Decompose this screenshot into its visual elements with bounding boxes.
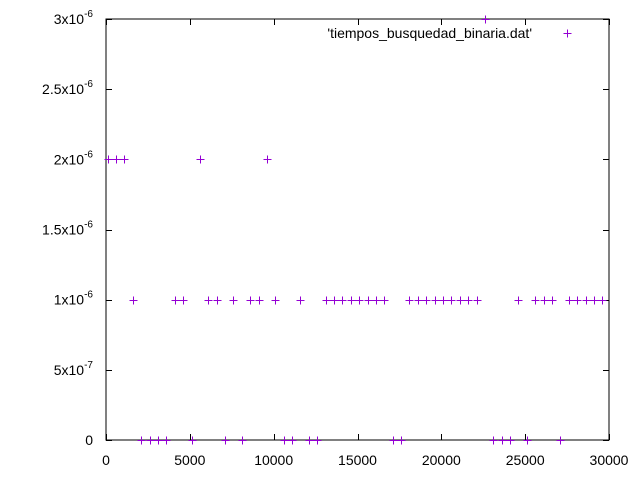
y-tick-label: 0 (85, 432, 93, 448)
y-tick-exponent: -6 (84, 79, 93, 90)
x-tick-label: 25000 (506, 452, 545, 468)
data-point (305, 436, 314, 445)
data-point (238, 436, 247, 445)
data-point (246, 296, 255, 305)
data-point (565, 296, 574, 305)
data-point (104, 155, 113, 164)
data-point (506, 436, 515, 445)
data-point (271, 296, 280, 305)
data-point (120, 155, 129, 164)
data-point (112, 155, 121, 164)
data-point (347, 296, 356, 305)
data-point (598, 296, 607, 305)
y-tick-label: 1x10-6 (54, 290, 94, 308)
data-point (196, 155, 205, 164)
y-tick-mantissa: 3x10 (54, 11, 85, 27)
data-point (338, 296, 347, 305)
data-point (414, 296, 423, 305)
legend-marker-plus (563, 29, 572, 38)
data-point (531, 296, 540, 305)
data-point (280, 436, 289, 445)
y-tick-mantissa: 0 (85, 432, 93, 448)
data-point (464, 296, 473, 305)
data-point (146, 436, 155, 445)
data-point (389, 436, 398, 445)
data-point (204, 296, 213, 305)
x-tick-label: 5000 (174, 452, 205, 468)
y-tick-exponent: -6 (84, 290, 93, 301)
x-tick-label: 30000 (590, 452, 629, 468)
data-point (590, 296, 599, 305)
data-point (431, 296, 440, 305)
x-axis: 0 5000 10000 15000 20000 25000 30000 (102, 19, 629, 468)
x-tick-label: 10000 (254, 452, 293, 468)
y-tick-label: 3x10-6 (54, 9, 94, 27)
data-point (188, 436, 197, 445)
y-tick-mantissa: 2.5x10 (42, 81, 84, 97)
data-point (523, 436, 532, 445)
y-tick-mantissa: 2x10 (54, 151, 85, 167)
data-point (179, 296, 188, 305)
x-tick-label: 15000 (338, 452, 377, 468)
data-point (473, 296, 482, 305)
data-point (422, 296, 431, 305)
data-point (154, 436, 163, 445)
data-point (221, 436, 230, 445)
data-point (582, 296, 591, 305)
y-tick-exponent: -6 (84, 149, 93, 160)
y-tick-exponent: -7 (84, 360, 93, 371)
data-point (129, 296, 138, 305)
legend: 'tiempos_busquedad_binaria.dat' (327, 25, 572, 41)
data-point (556, 436, 565, 445)
y-tick-mantissa: 5x10 (54, 362, 85, 378)
y-tick-exponent: -6 (84, 9, 93, 20)
data-point (498, 436, 507, 445)
y-axis: 05x10-71x10-61.5x10-62x10-62.5x10-63x10-… (42, 9, 609, 448)
data-point (380, 296, 389, 305)
legend-marker-symbol (563, 29, 572, 38)
y-tick-label: 2x10-6 (54, 149, 94, 167)
data-point (514, 296, 523, 305)
data-point (330, 296, 339, 305)
data-point (288, 436, 297, 445)
data-points (104, 15, 607, 445)
y-tick-exponent: -6 (84, 220, 93, 231)
x-tick-label: 20000 (422, 452, 461, 468)
x-tick-label: 0 (102, 452, 110, 468)
data-point (439, 296, 448, 305)
data-point (548, 296, 557, 305)
data-point (573, 296, 582, 305)
data-point (255, 296, 264, 305)
data-point (481, 15, 490, 24)
data-point (229, 296, 238, 305)
y-tick-label: 2.5x10-6 (42, 79, 93, 97)
legend-label: 'tiempos_busquedad_binaria.dat' (327, 25, 532, 41)
data-point (162, 436, 171, 445)
y-tick-label: 5x10-7 (54, 360, 94, 378)
data-point (171, 296, 180, 305)
data-point (137, 436, 146, 445)
data-point (489, 436, 498, 445)
data-point (456, 296, 465, 305)
data-point (213, 296, 222, 305)
data-point (405, 296, 414, 305)
data-point (313, 436, 322, 445)
data-point (263, 155, 272, 164)
y-tick-mantissa: 1x10 (54, 292, 85, 308)
plot-frame (105, 18, 610, 441)
data-point (447, 296, 456, 305)
data-point (296, 296, 305, 305)
data-point (372, 296, 381, 305)
data-point (397, 436, 406, 445)
y-tick-label: 1.5x10-6 (42, 220, 93, 238)
data-point (355, 296, 364, 305)
data-point (540, 296, 549, 305)
data-point (322, 296, 331, 305)
y-tick-mantissa: 1.5x10 (42, 222, 84, 238)
data-point (364, 296, 373, 305)
